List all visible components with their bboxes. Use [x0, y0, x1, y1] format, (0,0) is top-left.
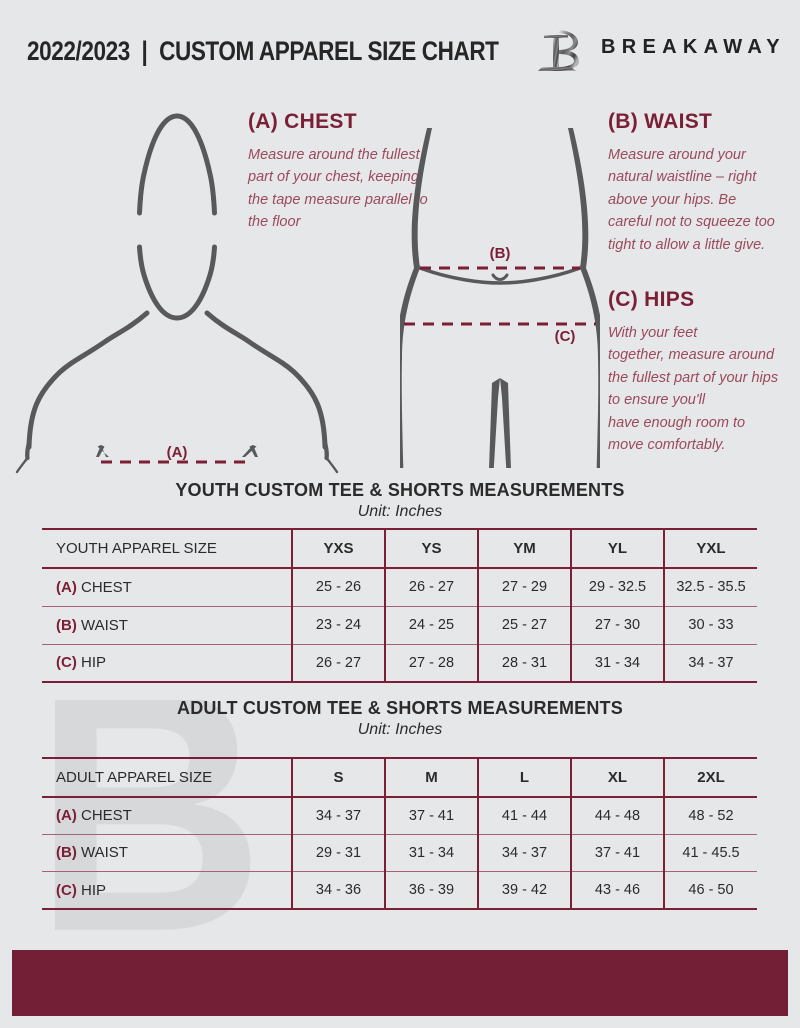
svg-text:(C): (C) — [555, 328, 576, 345]
svg-text:(A): (A) — [167, 444, 188, 461]
svg-text:(B): (B) — [490, 245, 511, 262]
